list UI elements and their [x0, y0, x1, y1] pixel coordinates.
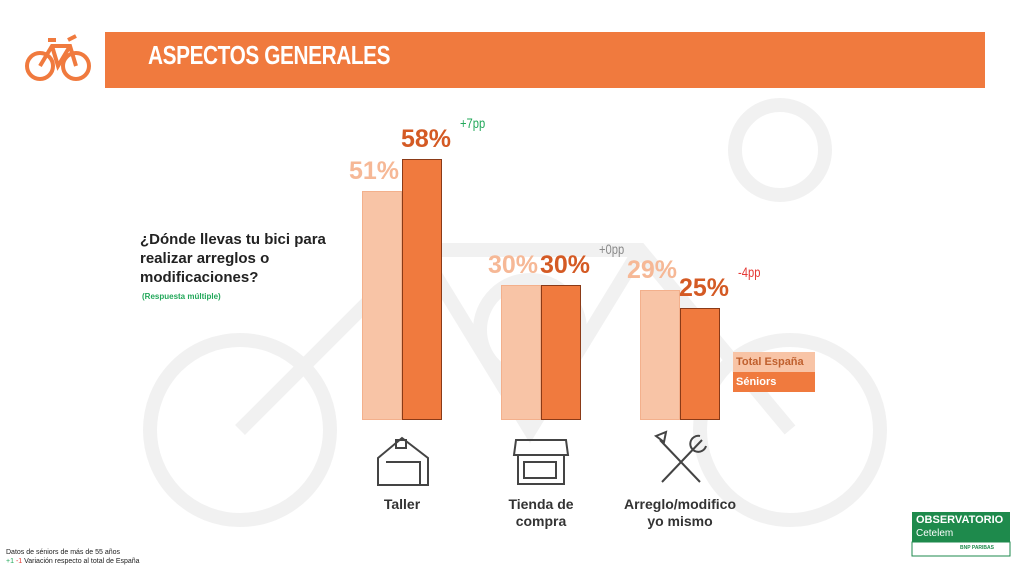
- value-label: 30%: [539, 251, 591, 279]
- logo-name: OBSERVATORIO: [916, 514, 1004, 526]
- variation: +0pp: [599, 241, 625, 257]
- header-title: ASPECTOS GENERALES: [148, 40, 391, 70]
- footer-legend-row: +1 -1 Variación respecto al total de Esp…: [6, 557, 140, 566]
- bar: [640, 289, 680, 420]
- footer: Datos de séniors de más de 55 años +1 -1…: [6, 548, 140, 566]
- footer-up: +1: [6, 558, 14, 565]
- legend-entry: Total España: [733, 352, 815, 372]
- logo-group: BNP PARIBAS: [960, 545, 994, 551]
- bar: [680, 307, 720, 420]
- question: ¿Dónde llevas tu bici para realizar arre…: [140, 231, 326, 286]
- bar: [501, 285, 541, 420]
- variation: -4pp: [738, 263, 761, 280]
- category-label: Tienda de compra: [508, 496, 574, 529]
- bar: [362, 190, 402, 420]
- footer-source: Datos de séniors de más de 55 años: [6, 549, 121, 556]
- value-label: 29%: [626, 255, 678, 284]
- bar: [541, 285, 581, 420]
- variation: +7pp: [460, 115, 486, 131]
- value-label: 30%: [487, 251, 539, 279]
- value-label: 58%: [400, 125, 452, 153]
- footer-down: -1: [15, 558, 23, 565]
- bar: [402, 159, 442, 420]
- question-note: (Respuesta múltiple): [142, 292, 221, 301]
- logo-brand: Cetelem: [916, 528, 954, 539]
- legend-entry: Séniors: [733, 372, 815, 392]
- footer-legend: Variación respecto al total de España: [24, 558, 140, 565]
- value-label: 25%: [678, 273, 730, 302]
- category-label: Taller: [383, 496, 421, 512]
- category-label: Arreglo/modifico yo mismo: [623, 496, 736, 529]
- value-label: 51%: [348, 156, 400, 185]
